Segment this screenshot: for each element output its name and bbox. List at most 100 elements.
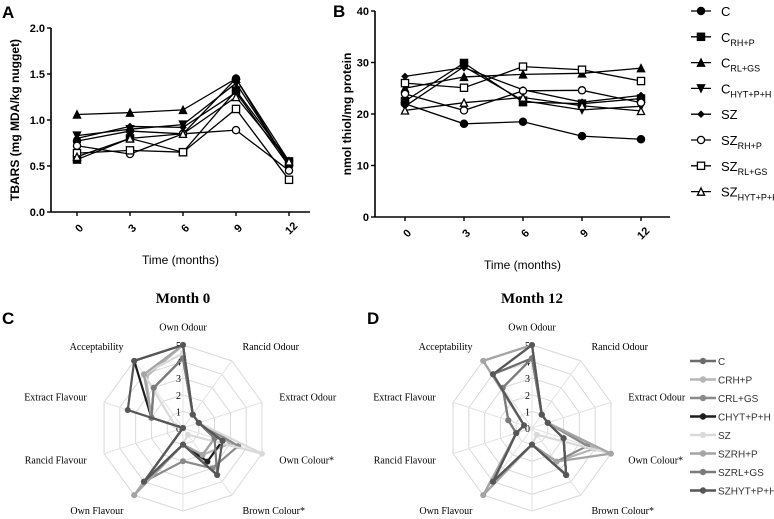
data-point — [180, 458, 186, 465]
data-point — [150, 384, 157, 391]
data-point — [231, 91, 241, 102]
data-point — [72, 109, 82, 119]
legend-label: SZ — [718, 431, 731, 442]
data-point — [125, 107, 135, 117]
y-tick-label: 40 — [357, 6, 369, 18]
grid-spoke — [452, 401, 533, 429]
grid-spoke — [452, 427, 533, 455]
x-tick-label: 6 — [519, 227, 532, 240]
r-tick-label: 2 — [176, 391, 181, 402]
data-point — [636, 63, 646, 73]
legend-marker — [696, 186, 706, 196]
data-point — [538, 411, 545, 418]
legend-item: SZRL+GS — [691, 159, 767, 177]
legend-name: C — [721, 81, 730, 96]
axis-label: Acceptability — [70, 342, 124, 353]
legend-name: SZ — [721, 107, 738, 122]
data-point — [529, 441, 535, 448]
legend-label: SZHYT+P+H — [721, 185, 774, 203]
chart-title: Month 0 — [156, 291, 211, 307]
axis-label: Extract Odour — [279, 393, 337, 404]
axis-label: Own Odour — [508, 323, 556, 334]
data-point — [140, 478, 147, 485]
axis-label: Brown Colour* — [592, 506, 655, 517]
data-point — [189, 411, 196, 418]
r-tick-label: 1 — [525, 407, 530, 418]
legend-item: CRH+P — [690, 376, 753, 387]
data-point — [459, 71, 469, 82]
data-point — [459, 97, 469, 107]
legend-marker — [699, 468, 707, 476]
data-point — [480, 357, 487, 364]
legend-name: C — [721, 56, 730, 71]
series-szrlgs — [400, 62, 646, 92]
r-tick-label: 1 — [176, 407, 181, 418]
data-point — [140, 371, 147, 378]
legend-item: CHYT+P+H — [691, 81, 771, 99]
series-szhytph — [400, 92, 646, 116]
x-axis-label: Time (months) — [484, 258, 561, 272]
chart-title: Month 12 — [501, 291, 563, 307]
r-tick-label: 0 — [525, 424, 530, 435]
data-point — [460, 63, 468, 72]
legend-label: SZRL+GS — [721, 159, 767, 177]
data-point — [636, 98, 646, 107]
data-point — [513, 430, 520, 437]
data-point — [180, 441, 186, 448]
data-point — [459, 83, 469, 92]
legend-subscript: HYT+P+H — [730, 89, 771, 99]
axis-label: Own Odour — [159, 323, 207, 334]
series-szrlgs — [72, 104, 294, 185]
x-tick-label: 3 — [126, 222, 139, 235]
x-tick-label: 3 — [460, 227, 473, 240]
data-point — [401, 72, 409, 81]
data-point — [637, 91, 645, 100]
panel-label-c: C — [2, 309, 14, 328]
legend-marker — [699, 431, 707, 439]
y-tick-label: 0.0 — [30, 207, 45, 219]
data-point — [131, 357, 138, 364]
legend-label: SZRH+P — [721, 133, 762, 151]
data-point — [199, 451, 206, 458]
data-point — [195, 419, 202, 426]
legend-label: CHYT+P+H — [718, 413, 771, 424]
legend-subscript: RH+P — [738, 141, 762, 151]
legend-marker — [697, 110, 705, 118]
legend-marker — [699, 487, 707, 494]
legend-name: SZ — [721, 133, 738, 148]
legend-marker — [699, 394, 707, 402]
data-point — [125, 133, 135, 143]
axis-label: Own Colour* — [279, 455, 334, 466]
legend-name: C — [721, 30, 730, 45]
data-point — [180, 342, 186, 348]
y-axis-label: TBARS (mg MDA/kg nugget) — [8, 39, 22, 201]
data-point — [124, 407, 131, 414]
legend-label: SZ — [721, 107, 738, 122]
data-point — [178, 104, 188, 115]
legend-name: SZ — [721, 185, 738, 200]
chart-b-legend: CCRH+PCRL+GSCHYT+P+HSZSZRH+PSZRL+GSSZHYT… — [691, 4, 774, 203]
legend-name: C — [721, 4, 730, 19]
legend-marker — [696, 135, 706, 145]
x-tick-label: 12 — [283, 220, 300, 237]
data-point — [219, 437, 226, 444]
data-point — [72, 141, 82, 151]
data-point — [184, 431, 191, 438]
x-tick-label: 9 — [232, 222, 245, 235]
data-point — [400, 105, 410, 115]
data-point — [518, 92, 528, 102]
legend-marker — [696, 57, 706, 67]
axis-label: Rancid Odour — [592, 342, 649, 353]
data-point — [72, 151, 82, 162]
legend-label: SZRL+GS — [718, 468, 764, 479]
data-point — [521, 422, 528, 429]
data-point — [204, 458, 211, 465]
y-tick-label: 30 — [357, 58, 369, 70]
data-point — [560, 435, 567, 442]
r-tick-label: 0 — [176, 424, 181, 435]
y-tick-label: 10 — [357, 161, 369, 173]
data-point — [178, 128, 188, 139]
data-point — [459, 119, 469, 129]
chart-c-radar-month-0: Month 0 Own Odour Rancid Odour Extract Odou… — [24, 291, 337, 517]
